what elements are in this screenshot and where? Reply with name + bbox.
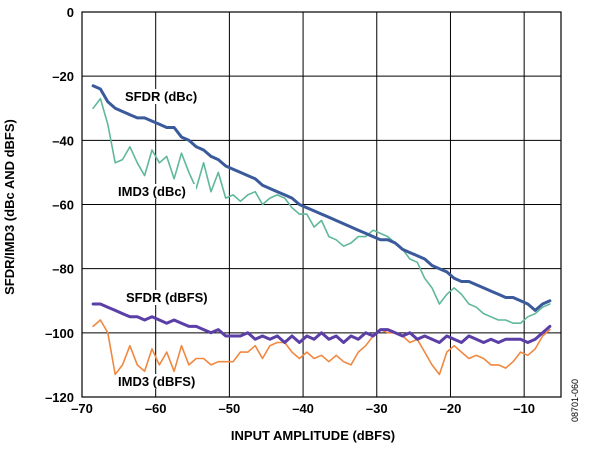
series-label-backing	[116, 374, 204, 389]
series-lines	[91, 84, 552, 376]
y-tick-label: –100	[45, 326, 74, 341]
x-tick-label: –40	[292, 401, 314, 416]
x-tick-label: –60	[145, 401, 167, 416]
y-tick-label: –60	[52, 198, 74, 213]
series-line-imd3-dbfs	[92, 319, 551, 376]
x-tick-label: –30	[366, 401, 388, 416]
series-label: IMD3 (dBc)	[118, 184, 186, 199]
y-tick-label: –20	[52, 69, 74, 84]
y-tick-label: –40	[52, 133, 74, 148]
y-tick-label: –120	[45, 390, 74, 405]
series-labels: SFDR (dBc) IMD3 (dBc) SFDR (dBFS) IMD3 (dBF…	[116, 89, 212, 389]
series-label: SFDR (dBFS)	[126, 290, 208, 305]
x-tick-label: –20	[440, 401, 462, 416]
series-label-backing	[123, 89, 203, 104]
figure-id: 08701-060	[570, 379, 580, 422]
y-tick-labels: 0 –20 –40 –60 –80 –100 –120	[45, 5, 74, 405]
series-line-sfdr-dbfs	[91, 302, 552, 344]
y-tick-label: 0	[67, 5, 74, 20]
x-tick-label: –70	[71, 401, 93, 416]
series-label: SFDR (dBc)	[125, 89, 197, 104]
series-line-imd3-dbc	[92, 97, 551, 325]
series-label-backing	[116, 184, 196, 199]
x-tick-label: –10	[513, 401, 535, 416]
y-tick-label: –80	[52, 262, 74, 277]
series-label-backing	[124, 290, 212, 305]
x-tick-label: –50	[219, 401, 241, 416]
series-label: IMD3 (dBFS)	[118, 374, 195, 389]
y-axis-title: SFDR/IMD3 (dBc AND dBFS)	[2, 119, 17, 295]
x-axis-title: INPUT AMPLITUDE (dBFS)	[231, 428, 395, 443]
x-tick-labels: –70 –60 –50 –40 –30 –20 –10	[71, 401, 535, 416]
series-line-sfdr-dbc	[91, 84, 552, 312]
